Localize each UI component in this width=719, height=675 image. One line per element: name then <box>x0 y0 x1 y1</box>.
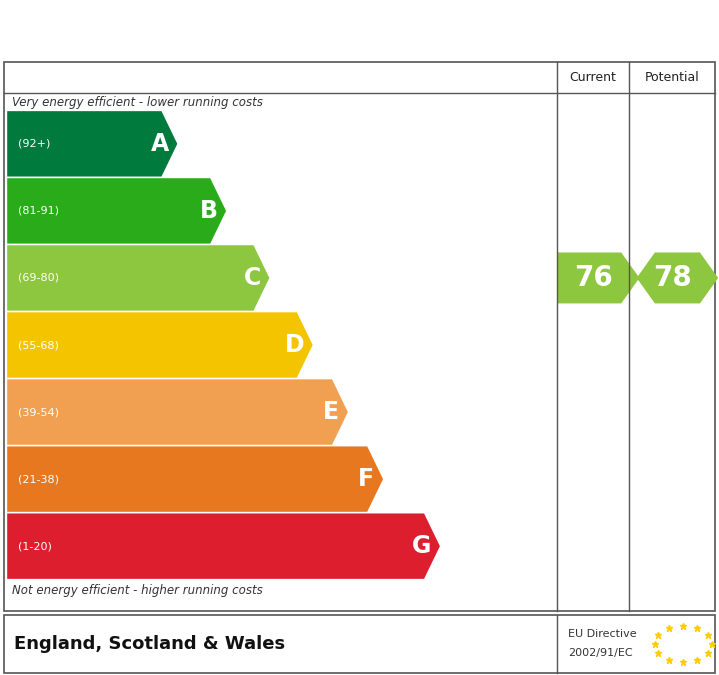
Text: C: C <box>244 266 261 290</box>
Text: (92+): (92+) <box>18 139 50 149</box>
Text: (1-20): (1-20) <box>18 541 52 551</box>
Polygon shape <box>7 245 270 310</box>
Text: B: B <box>199 199 217 223</box>
Polygon shape <box>7 379 348 445</box>
Text: Potential: Potential <box>644 71 700 84</box>
Polygon shape <box>558 252 639 304</box>
Text: (55-68): (55-68) <box>18 340 59 350</box>
Text: Current: Current <box>569 71 617 84</box>
Text: Not energy efficient - higher running costs: Not energy efficient - higher running co… <box>12 585 263 597</box>
Text: (39-54): (39-54) <box>18 407 59 417</box>
Text: Very energy efficient - lower running costs: Very energy efficient - lower running co… <box>12 96 263 109</box>
Text: (81-91): (81-91) <box>18 206 59 216</box>
Text: EU Directive: EU Directive <box>568 629 636 639</box>
Text: G: G <box>412 534 431 558</box>
Text: 76: 76 <box>574 264 613 292</box>
Text: England, Scotland & Wales: England, Scotland & Wales <box>14 635 285 653</box>
Polygon shape <box>7 111 178 177</box>
Text: (69-80): (69-80) <box>18 273 59 283</box>
Polygon shape <box>637 252 718 304</box>
Text: 78: 78 <box>653 264 692 292</box>
Text: Energy Efficiency Rating: Energy Efficiency Rating <box>16 16 436 44</box>
Text: A: A <box>150 132 169 156</box>
Text: D: D <box>285 333 304 357</box>
Text: (21-38): (21-38) <box>18 474 59 484</box>
Polygon shape <box>7 514 440 579</box>
Text: F: F <box>358 467 375 491</box>
Polygon shape <box>7 313 313 378</box>
Text: E: E <box>323 400 339 424</box>
Polygon shape <box>7 178 226 244</box>
Polygon shape <box>7 446 383 512</box>
Text: 2002/91/EC: 2002/91/EC <box>568 647 633 657</box>
